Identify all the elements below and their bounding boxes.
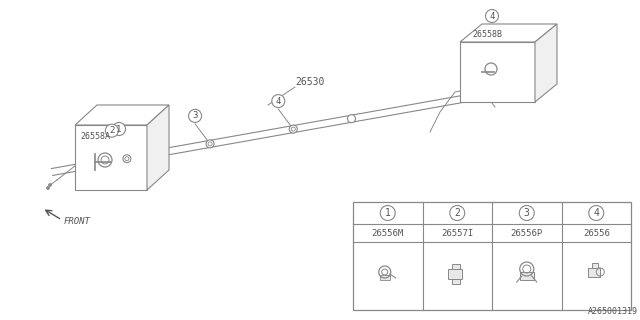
Circle shape <box>123 155 131 163</box>
Circle shape <box>519 205 534 220</box>
Circle shape <box>189 109 202 122</box>
Circle shape <box>486 10 499 22</box>
Text: 1: 1 <box>385 208 390 218</box>
Polygon shape <box>460 24 557 42</box>
Bar <box>592 263 598 268</box>
Bar <box>380 275 390 280</box>
Polygon shape <box>75 105 169 125</box>
Bar <box>460 42 535 102</box>
Polygon shape <box>147 105 169 190</box>
Circle shape <box>47 187 49 189</box>
Text: 3: 3 <box>193 111 198 120</box>
Bar <box>588 268 600 277</box>
Text: 26556: 26556 <box>583 228 610 237</box>
Circle shape <box>272 95 285 108</box>
Text: FRONT: FRONT <box>64 217 91 226</box>
Text: 26556P: 26556P <box>511 228 543 237</box>
Circle shape <box>106 124 118 137</box>
Bar <box>452 264 460 269</box>
Text: 3: 3 <box>524 208 530 218</box>
Bar <box>448 269 462 279</box>
Polygon shape <box>535 24 557 102</box>
Circle shape <box>348 115 356 123</box>
Text: 26530: 26530 <box>295 77 324 87</box>
Text: 26558A: 26558A <box>80 132 110 141</box>
Circle shape <box>206 140 214 148</box>
Circle shape <box>380 205 396 220</box>
Text: 26557I: 26557I <box>441 228 474 237</box>
Bar <box>520 272 534 280</box>
Circle shape <box>450 205 465 220</box>
Circle shape <box>49 183 51 187</box>
Text: 4: 4 <box>593 208 599 218</box>
Text: 2: 2 <box>454 208 460 218</box>
Text: 26556M: 26556M <box>372 228 404 237</box>
Text: 1: 1 <box>116 124 122 133</box>
Text: 2: 2 <box>109 126 115 135</box>
Text: A265001319: A265001319 <box>588 307 638 316</box>
Bar <box>75 125 147 190</box>
Circle shape <box>589 205 604 220</box>
Text: 4: 4 <box>490 12 495 20</box>
Text: 4: 4 <box>276 97 281 106</box>
Bar <box>353 202 631 310</box>
Circle shape <box>113 123 125 135</box>
Text: 26558B: 26558B <box>472 30 502 39</box>
Bar <box>452 279 460 284</box>
Circle shape <box>289 125 298 133</box>
